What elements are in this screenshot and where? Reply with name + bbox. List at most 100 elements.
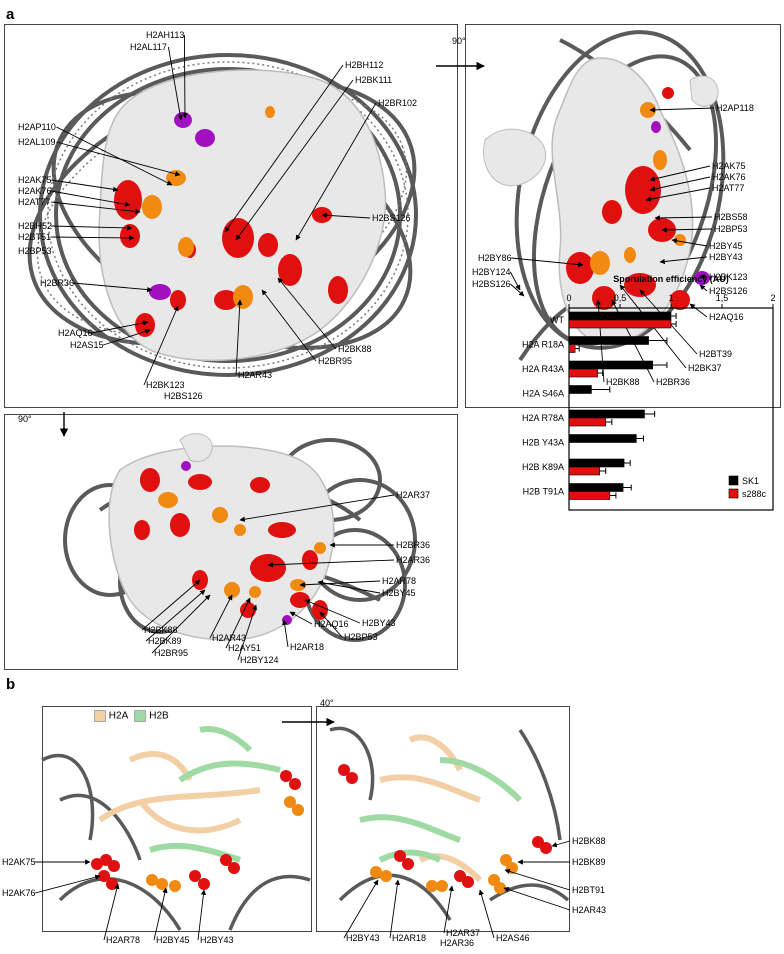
leader-line — [699, 274, 708, 280]
residue-label-h2bk123: H2BK123 — [709, 272, 748, 282]
leader-line — [282, 619, 289, 648]
legend-h2a-label: H2A — [108, 710, 128, 722]
residue-label-h2by45: H2BY45 — [709, 241, 743, 251]
residue-label-h2br95: H2BR95 — [318, 356, 353, 366]
leader-line — [389, 879, 401, 939]
residue-label-h2al109: H2AL109 — [18, 137, 56, 147]
residue-label-h2bt91: H2BT91 — [572, 885, 606, 895]
leader-line — [103, 883, 120, 941]
category-label: H2A R18A — [522, 340, 564, 350]
legend-swatch-s288c — [728, 488, 739, 499]
residue-label-h2ak76: H2AK76 — [2, 888, 36, 898]
bar-sk1 — [568, 311, 672, 321]
view2-nucleosome — [483, 30, 726, 362]
bar-s288c — [568, 417, 607, 427]
leader-line — [51, 235, 135, 241]
residue-label-h2by43: H2BY43 — [346, 933, 380, 943]
residue-label-h2by86: H2BY86 — [478, 253, 512, 263]
residue-label-h2br95: H2BR95 — [154, 648, 189, 658]
leader-line — [478, 889, 495, 939]
leader-line — [671, 238, 708, 247]
residue-label-h2ar18: H2AR18 — [392, 933, 427, 943]
residue-label-h2ar78: H2AR78 — [106, 935, 141, 945]
residue-label-h2ay51: H2AY51 — [228, 643, 261, 653]
panel-letter-a: a — [6, 6, 15, 23]
bar-s288c — [568, 466, 600, 476]
leader-line — [182, 34, 188, 119]
bar-sk1 — [568, 336, 649, 345]
residue-label-h2ak75: H2AK75 — [18, 175, 52, 185]
x-tick-label: 1,5 — [716, 293, 729, 303]
legend-h2a-swatch — [94, 710, 106, 722]
leader-line — [649, 176, 711, 192]
x-tick-label: 0,5 — [614, 293, 627, 303]
bar-sk1 — [568, 409, 645, 419]
leader-line — [56, 141, 181, 177]
residue-label-h2aq16: H2AQ16 — [709, 312, 744, 322]
category-label: H2A S46A — [522, 389, 564, 399]
residue-label-h2bp53: H2BP53 — [344, 632, 378, 642]
leader-line — [91, 320, 149, 334]
leader-line — [225, 597, 251, 649]
leader-line — [73, 282, 153, 293]
leader-line — [504, 868, 571, 891]
residue-label-h2ar43: H2AR43 — [238, 370, 273, 380]
bar-s288c — [568, 491, 611, 500]
leader-line — [267, 559, 395, 568]
bar-sk1 — [568, 434, 637, 443]
rotation-label-b: 40° — [320, 698, 334, 708]
residue-label-h2bk123: H2BK123 — [146, 380, 185, 390]
bar-s288c — [568, 319, 672, 329]
leader-line — [510, 271, 521, 291]
residue-label-h2by124: H2BY124 — [472, 267, 511, 277]
leader-line — [51, 190, 131, 207]
residue-label-h2by45: H2BY45 — [156, 935, 190, 945]
rotation-label-bottom: 90° — [18, 414, 32, 424]
residue-label-h2ah113: H2AH113 — [146, 30, 185, 40]
residue-label-h2al117: H2AL117 — [130, 42, 167, 52]
residue-label-h2ak75: H2AK75 — [2, 857, 36, 867]
panelb-left-structure — [41, 726, 311, 931]
category-label: H2B Y43A — [522, 438, 564, 448]
leader-line — [35, 874, 101, 894]
residue-label-h2br102: H2BR102 — [378, 98, 418, 108]
leader-line — [167, 46, 183, 121]
leader-line — [239, 494, 395, 522]
bar-s288c — [568, 344, 576, 353]
residue-label-h2as46: H2AS46 — [496, 933, 530, 943]
legend-label-sk1: SK1 — [742, 476, 759, 486]
leader-line — [510, 283, 525, 297]
legend-h2b-label: H2B — [149, 710, 169, 722]
residue-label-h2ap118: H2AP118 — [716, 103, 754, 113]
residue-label-h2ap110: H2AP110 — [18, 122, 56, 132]
leader-line — [321, 212, 371, 219]
leader-line — [299, 580, 381, 588]
leader-line — [649, 107, 715, 113]
rotation-label-top: 90° — [452, 36, 466, 46]
legend-swatch-sk1 — [728, 475, 739, 486]
chart-svg: Sporulation efficiency (AU) 0 0,5 1 1,5 2 WT H2… — [522, 274, 776, 511]
leader-line — [304, 599, 361, 624]
residue-label-h2br36: H2BR36 — [40, 278, 75, 288]
residue-label-h2bp53: H2BP53 — [18, 246, 52, 256]
leader-line — [153, 887, 168, 941]
residue-label-h2ak75: H2AK75 — [712, 161, 746, 171]
leader-line — [661, 227, 713, 233]
residue-label-h2aq16: H2AQ16 — [314, 619, 349, 629]
residue-label-h2br36: H2BR36 — [656, 377, 691, 387]
leader-line — [235, 79, 354, 241]
view3-nucleosome — [63, 433, 417, 642]
panelb-right-structure — [329, 726, 570, 921]
residue-label-h2bk89: H2BK89 — [572, 857, 606, 867]
leader-line — [51, 225, 133, 231]
category-label: H2A R78A — [522, 413, 564, 423]
category-label: WT — [550, 315, 564, 325]
residue-label-h2ar36: H2AR36 — [396, 555, 431, 565]
residue-label-h2bs58: H2BS58 — [714, 212, 748, 222]
leader-line — [343, 879, 379, 939]
legend-label-s288c: s288c — [742, 489, 767, 499]
x-tick-label: 1 — [668, 293, 673, 303]
residue-label-h2br36: H2BR36 — [396, 540, 431, 550]
residue-label-h2by124: H2BY124 — [240, 655, 279, 665]
leader-line — [209, 594, 233, 639]
